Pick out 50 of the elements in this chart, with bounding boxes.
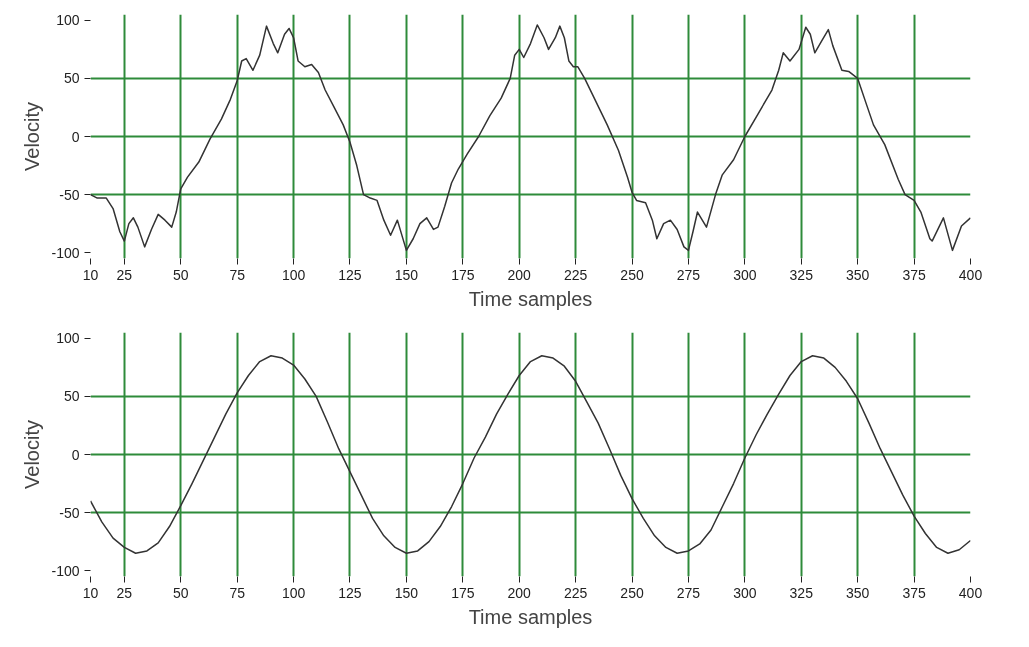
x-tick-label: 375	[902, 584, 926, 601]
x-tick-label: 375	[902, 266, 926, 283]
x-tick-label: 400	[958, 584, 983, 601]
y-axis-title: Velocity	[21, 102, 44, 171]
x-tick-label: 50	[172, 584, 189, 601]
x-tick-label: 125	[338, 584, 362, 601]
y-tick-label: 100	[56, 330, 80, 347]
x-tick-label: 350	[846, 584, 870, 601]
x-tick-label: 25	[116, 266, 133, 283]
y-tick-label: 50	[63, 70, 80, 87]
x-tick-label: 200	[507, 584, 532, 601]
line-series	[90, 24, 971, 252]
x-tick-label: 175	[451, 584, 475, 601]
x-tick-label: 325	[789, 584, 814, 601]
x-tick-label: 10	[82, 266, 99, 283]
y-tick-label: -50	[59, 504, 80, 521]
x-tick-label: 75	[229, 266, 246, 283]
x-tick-label: 275	[676, 584, 701, 601]
x-tick-label: 175	[451, 266, 475, 283]
x-tick-label: 75	[229, 584, 246, 601]
x-tick-label: 150	[394, 266, 419, 283]
x-tick-label: 300	[733, 266, 757, 283]
x-tick-label: 275	[676, 266, 701, 283]
x-tick-label: 350	[846, 266, 870, 283]
x-tick-label: 10	[82, 584, 99, 601]
y-tick-label: 0	[71, 128, 80, 145]
x-tick-label: 200	[507, 266, 532, 283]
x-tick-label: 250	[620, 266, 644, 283]
x-tick-label: 225	[563, 266, 588, 283]
x-tick-label: 300	[733, 584, 757, 601]
y-tick-label: 0	[71, 446, 80, 463]
y-axis-title: Velocity	[21, 420, 44, 489]
x-tick-label: 250	[620, 584, 644, 601]
x-axis-title: Time samples	[468, 287, 593, 310]
x-tick-label: 100	[281, 266, 306, 283]
y-tick-label: -100	[51, 244, 80, 261]
y-tick-label: -50	[59, 186, 80, 203]
x-axis-title: Time samples	[468, 605, 593, 628]
x-tick-label: 225	[563, 584, 588, 601]
y-tick-label: 100	[56, 12, 80, 29]
y-tick-label: 50	[63, 388, 80, 405]
x-tick-label: 400	[958, 266, 983, 283]
x-tick-label: 25	[116, 584, 133, 601]
y-tick-label: -100	[51, 562, 80, 579]
x-tick-label: 150	[394, 584, 419, 601]
x-tick-label: 100	[281, 584, 306, 601]
x-tick-label: 50	[172, 266, 189, 283]
x-tick-label: 325	[789, 266, 814, 283]
x-tick-label: 125	[338, 266, 362, 283]
line-series	[90, 354, 971, 555]
